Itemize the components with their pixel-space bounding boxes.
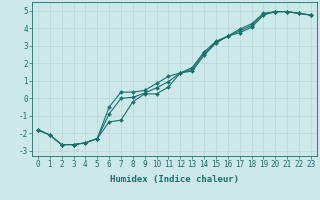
X-axis label: Humidex (Indice chaleur): Humidex (Indice chaleur) [110,175,239,184]
